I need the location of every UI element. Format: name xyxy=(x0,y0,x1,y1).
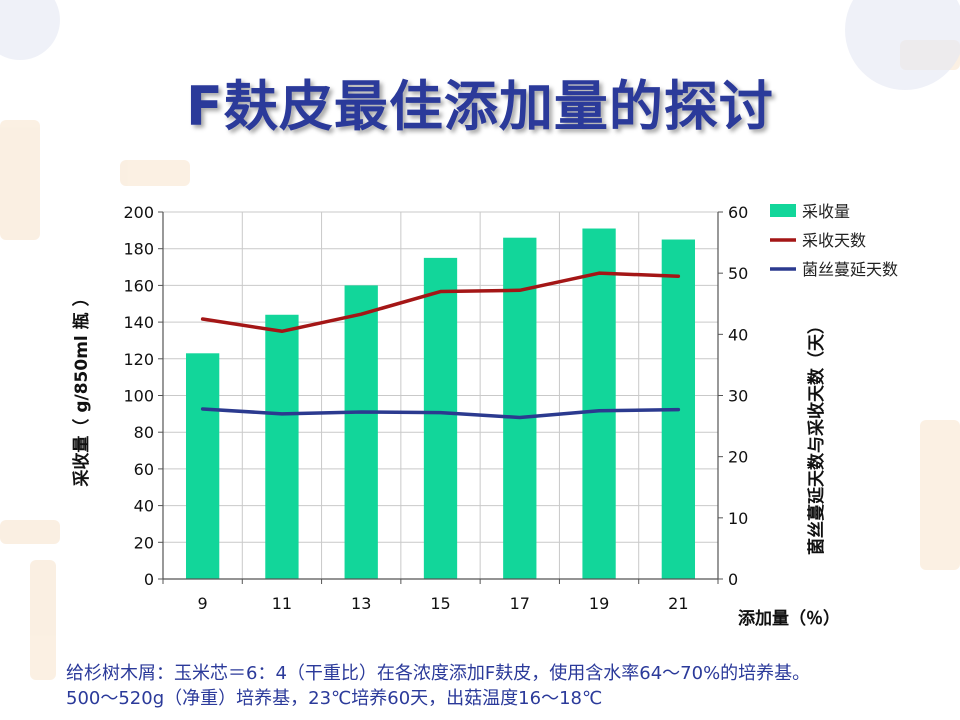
y-tick-label-3: 60 xyxy=(134,460,154,479)
bar-9 xyxy=(185,353,220,579)
y-tick-label-7: 140 xyxy=(123,313,154,332)
y2-tick-label-3: 30 xyxy=(728,387,748,406)
y2-tick-label-4: 40 xyxy=(728,325,748,344)
axes xyxy=(158,211,723,584)
y-tick-label-1: 20 xyxy=(134,533,154,552)
footnote-line-2: 500～520g（净重）培养基，23℃培养60天，出菇温度16～18℃ xyxy=(66,688,603,709)
legend-label-0: 采收量 xyxy=(802,202,850,221)
legend-swatch-0 xyxy=(770,204,796,217)
x-tick-label-4: 17 xyxy=(510,594,530,613)
legend-label-2: 菌丝蔓延天数 xyxy=(802,260,898,279)
y2-tick-label-0: 0 xyxy=(728,570,738,589)
y-tick-label-6: 120 xyxy=(123,350,154,369)
line-series xyxy=(200,271,681,420)
y-tick-label-2: 40 xyxy=(134,497,154,516)
footnote: 给杉树木屑：玉米芯＝6：4（干重比）在各浓度添加F麸皮，使用含水率64～70%的… xyxy=(66,661,956,711)
footnote-line-1: 给杉树木屑：玉米芯＝6：4（干重比）在各浓度添加F麸皮，使用含水率64～70%的… xyxy=(66,663,811,684)
y-axis-label-left: 采收量（ g/850ml 瓶 ） xyxy=(72,289,92,487)
x-tick-label-3: 15 xyxy=(430,594,450,613)
bar-17 xyxy=(503,237,537,579)
y2-tick-label-6: 60 xyxy=(728,203,748,222)
y2-tick-label-5: 50 xyxy=(728,264,748,283)
x-tick-label-2: 13 xyxy=(351,594,371,613)
y2-tick-label-2: 20 xyxy=(728,448,748,467)
y-tick-label-10: 200 xyxy=(123,203,154,222)
bar-19 xyxy=(582,228,616,579)
bar-series xyxy=(185,228,696,579)
slide-title: F麸皮最佳添加量的探讨 xyxy=(186,75,774,138)
y-tick-label-0: 0 xyxy=(144,570,154,589)
x-tick-label-1: 11 xyxy=(272,594,292,613)
x-tick-label-0: 9 xyxy=(198,594,208,613)
y-tick-label-4: 80 xyxy=(134,423,154,442)
bar-15 xyxy=(423,257,458,579)
legend-label-1: 采收天数 xyxy=(802,231,866,250)
y-tick-label-8: 160 xyxy=(123,276,154,295)
bar-13 xyxy=(344,285,378,579)
y-tick-label-5: 100 xyxy=(123,387,154,406)
x-tick-label-6: 21 xyxy=(668,594,688,613)
x-axis-label: 添加量（％） xyxy=(738,609,840,629)
y-axis-label-right: 菌丝蔓延天数与采收天数（天） xyxy=(807,317,827,555)
bar-11 xyxy=(265,314,299,579)
y-tick-label-9: 180 xyxy=(123,240,154,259)
x-tick-label-5: 19 xyxy=(589,594,609,613)
y2-tick-label-1: 10 xyxy=(728,509,748,528)
tick-labels: 0 20 40 60 80 100 120 140 160 180 200 0 10 20 30 40 50 60… xyxy=(123,203,748,613)
